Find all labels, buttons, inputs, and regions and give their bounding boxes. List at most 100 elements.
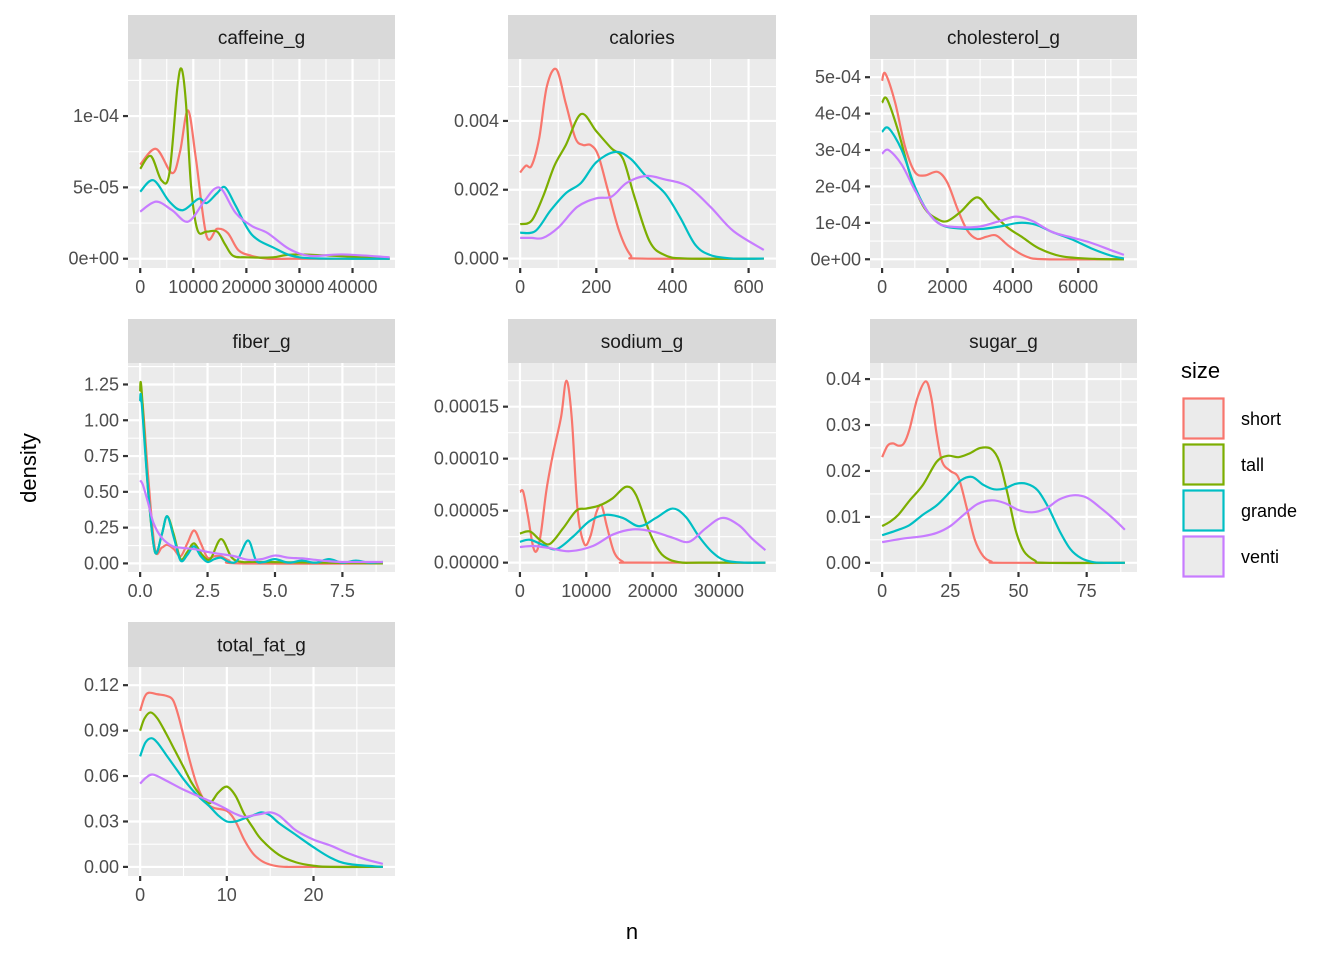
density-series-group: [139, 67, 390, 261]
panel-background: [870, 363, 1137, 572]
y-tick-label: 0.02: [826, 461, 861, 481]
facet-panel-sodium-g: sodium_g 0 10000 20000 30000 0.00000 0.00005 0.…: [434, 319, 776, 601]
y-tick-label: 0.04: [826, 369, 861, 389]
density-series-group: [881, 71, 1125, 261]
x-tick-label: 0: [877, 277, 887, 297]
legend: size short tall grande venti: [1181, 358, 1297, 579]
facet-strip-label: cholesterol_g: [947, 28, 1060, 49]
density-line-short: [881, 71, 1124, 261]
density-line-short: [139, 109, 390, 261]
y-tick-label: 0.00015: [434, 397, 499, 417]
x-tick-label: 6000: [1058, 277, 1098, 297]
facet-panels: caffeine_g0 10000 20000 30000 400000e+005e-0…: [68, 15, 1137, 905]
panel-background: [128, 59, 395, 268]
facet-strip-label: calories: [609, 28, 674, 49]
y-tick-label: 0.00005: [434, 501, 499, 521]
density-line-short: [881, 380, 1125, 565]
y-tick-label: 0.00000: [434, 553, 499, 573]
y-tick-label: 0.50: [84, 482, 119, 502]
legend-item-short: short: [1181, 396, 1281, 441]
x-tick-label: 10: [217, 885, 237, 905]
y-tick-label: 0.09: [84, 721, 119, 741]
density-line-venti: [881, 148, 1125, 256]
density-line-tall: [881, 446, 1125, 565]
y-tick-label: 0.03: [84, 811, 119, 831]
legend-key-background: [1181, 442, 1226, 487]
y-tick-label: 0.00: [84, 857, 119, 877]
facet-panel-cholesterol-g: cholesterol_g 0 2000 4000 6000 0e+00 1e-04 2e-0…: [810, 15, 1137, 297]
facet-panel-fiber-g: fiber_g 0.0 2.5 5.0 7.5 0.00 0.25 0.50 0.75 1.00 1…: [84, 319, 395, 601]
gridlines: [128, 363, 395, 572]
facet-panel-caffeine-g: caffeine_g 0 10000 20000 30000 40000 0e+00 5e-0…: [68, 15, 395, 297]
facet-strip: [128, 319, 395, 363]
x-tick-label: 0: [135, 885, 145, 905]
density-line-grande: [881, 475, 1125, 564]
x-tick-label: 50: [1008, 581, 1028, 601]
y-tick-label: 0.06: [84, 766, 119, 786]
x-tick-label: 200: [581, 277, 611, 297]
legend-item-venti: venti: [1181, 534, 1279, 579]
y-tick-label: 0.00: [826, 553, 861, 573]
x-tick-label: 40000: [328, 277, 378, 297]
y-tick-label: 0.00010: [434, 449, 499, 469]
legend-key-swatch: [1182, 489, 1225, 532]
y-tick-label: 4e-04: [815, 104, 861, 124]
density-line-short: [139, 691, 383, 869]
y-tick-label: 0.002: [454, 180, 499, 200]
y-tick-label: 0.004: [454, 111, 499, 131]
x-tick-label: 75: [1077, 581, 1097, 601]
x-tick-label: 600: [734, 277, 764, 297]
density-line-venti: [139, 479, 383, 564]
y-tick-label: 0e+00: [810, 249, 861, 269]
density-series-group: [519, 67, 765, 260]
y-axis-title: density: [16, 433, 41, 503]
facet-strip: [128, 15, 395, 59]
density-line-venti: [881, 494, 1126, 544]
legend-key-background: [1181, 488, 1226, 533]
facet-strip: [870, 15, 1137, 59]
y-tick-label: 1e-04: [73, 106, 119, 126]
x-tick-label: 2.5: [195, 581, 220, 601]
legend-key-background: [1181, 396, 1226, 441]
facet-strip: [508, 319, 776, 363]
x-axis-title: n: [626, 919, 638, 944]
facet-strip-label: sodium_g: [601, 332, 683, 353]
legend-item-grande: grande: [1181, 488, 1297, 533]
legend-label: short: [1241, 409, 1281, 429]
legend-label: venti: [1241, 547, 1279, 567]
y-tick-label: 0.75: [84, 446, 119, 466]
density-line-grande: [139, 737, 383, 869]
density-line-grande: [520, 150, 764, 260]
facet-strip-label: caffeine_g: [218, 28, 305, 49]
density-line-tall: [519, 485, 766, 564]
density-line-venti: [519, 516, 767, 553]
facet-panel-calories: calories 0 200 400 600 0.000 0.002 0.004: [454, 15, 776, 297]
density-line-short: [519, 67, 764, 260]
y-tick-label: 2e-04: [815, 176, 861, 196]
density-line-venti: [139, 186, 390, 259]
x-tick-label: 30000: [694, 581, 744, 601]
x-tick-label: 4000: [993, 277, 1033, 297]
y-tick-label: 3e-04: [815, 140, 861, 160]
x-tick-label: 0: [515, 277, 525, 297]
density-series-group: [139, 691, 384, 869]
density-line-short: [519, 379, 766, 564]
panel-background: [128, 363, 395, 572]
x-tick-label: 2000: [927, 277, 967, 297]
y-tick-label: 0.01: [826, 507, 861, 527]
density-series-group: [881, 380, 1126, 565]
y-tick-label: 1.00: [84, 410, 119, 430]
y-tick-label: 0.00: [84, 553, 119, 573]
y-tick-label: 1e-04: [815, 213, 861, 233]
y-tick-label: 0.000: [454, 249, 499, 269]
density-series-group: [139, 381, 383, 565]
y-tick-label: 5e-05: [73, 177, 119, 197]
legend-label: grande: [1241, 501, 1297, 521]
legend-title: size: [1181, 358, 1220, 383]
x-tick-label: 10000: [561, 581, 611, 601]
x-tick-label: 10000: [168, 277, 218, 297]
x-tick-label: 0: [515, 581, 525, 601]
facet-strip: [870, 319, 1137, 363]
y-tick-label: 0.03: [826, 415, 861, 435]
